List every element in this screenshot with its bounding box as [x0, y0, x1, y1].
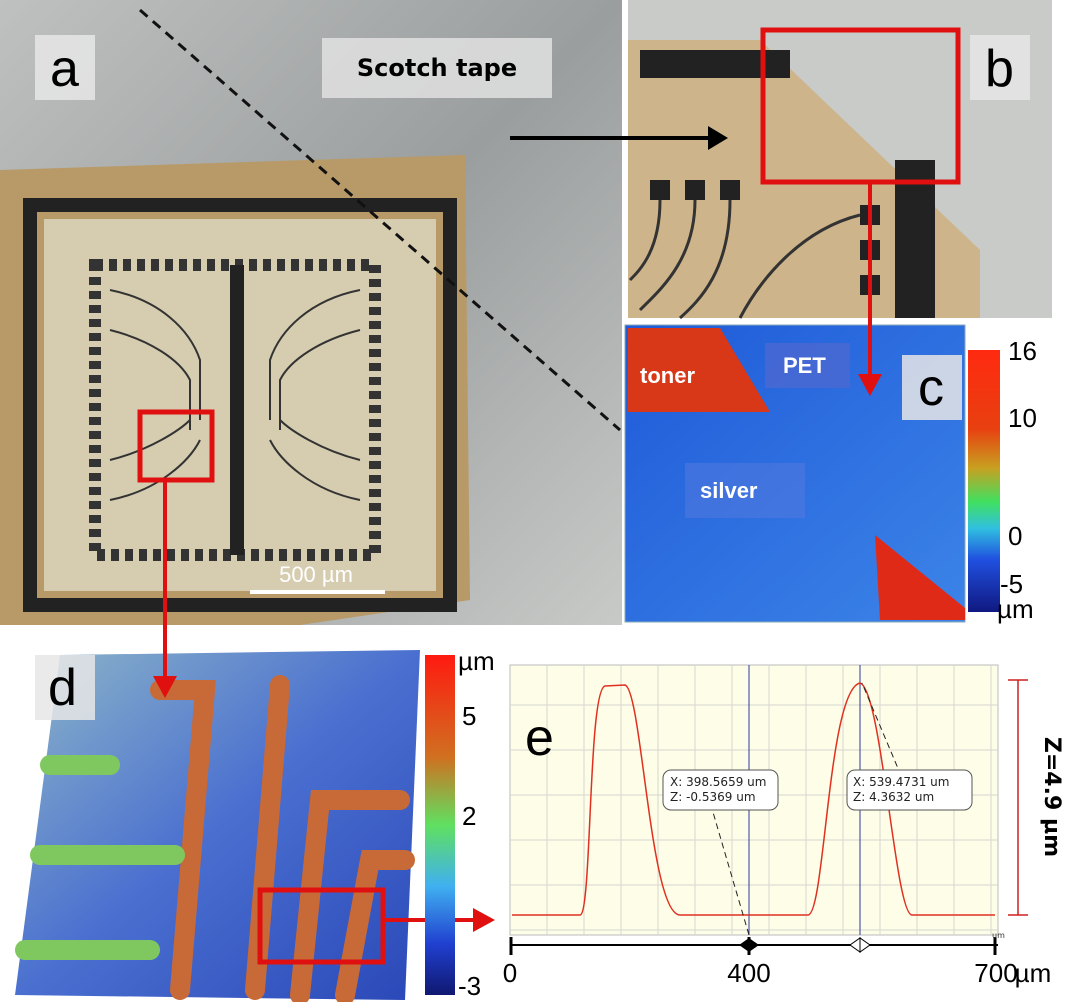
panel-label: b: [985, 40, 1014, 98]
arrow-head: [473, 908, 495, 932]
panel-a: a Scotch tape 500 µm: [0, 0, 622, 625]
marker: [749, 938, 759, 952]
panel-label: a: [50, 40, 79, 98]
region-label: silver: [700, 478, 758, 503]
colorbar-tick: 10: [1008, 403, 1037, 433]
panel-e: X: 398.5659 um Z: -0.5369 um X: 539.4731…: [503, 665, 1064, 988]
region-label: PET: [783, 353, 826, 378]
callout: X: 539.4731 um: [853, 775, 949, 789]
colorbar-unit: µm: [997, 594, 1034, 624]
tape-label: Scotch tape: [357, 54, 517, 82]
x-tick-label: 400: [727, 958, 770, 988]
scale-label: 500 µm: [279, 562, 353, 587]
figure: a Scotch tape 500 µm b toner PET: [0, 0, 1071, 1002]
colorbar-unit: µm: [458, 646, 495, 676]
colorbar-tick: 2: [462, 801, 476, 831]
panel-label: e: [525, 709, 554, 767]
colorbar-tick: 5: [462, 701, 476, 731]
callout: X: 398.5659 um: [670, 775, 766, 789]
colorbar: [968, 350, 1000, 612]
x-unit: µm: [1015, 958, 1052, 988]
x-tick-label: 700: [974, 958, 1017, 988]
colorbar-tick: -3: [458, 971, 481, 1001]
toner: [640, 50, 790, 78]
colorbar-tick: 16: [1008, 336, 1037, 366]
colorbar-tick: 0: [1008, 521, 1022, 551]
center-line: [230, 265, 244, 555]
marker: [860, 938, 870, 952]
x-tick-label: 0: [503, 958, 517, 988]
height-label: Z=4.9 µm: [1039, 737, 1064, 857]
callout: Z: -0.5369 um: [670, 790, 756, 804]
marker: [739, 938, 749, 952]
axis-unit-small: um: [992, 931, 1005, 940]
marker: [850, 938, 860, 952]
region-label: toner: [640, 363, 695, 388]
panel-label: c: [918, 359, 944, 417]
callout: Z: 4.3632 um: [853, 790, 934, 804]
panel-label: d: [48, 659, 77, 717]
colorbar: [425, 655, 455, 995]
